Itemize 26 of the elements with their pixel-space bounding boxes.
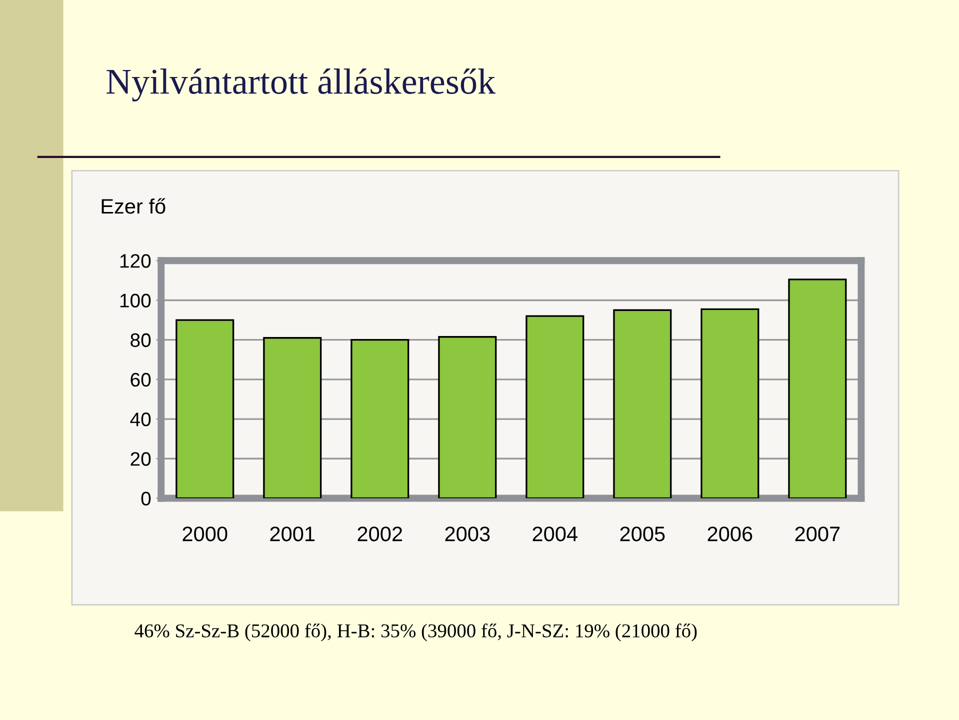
x-tick-label: 2007 [795,526,840,542]
x-tick-label: 2006 [708,526,752,542]
bar [176,319,234,498]
bar [700,308,760,498]
chart-title: Nyilvántartott álláskeresők [106,68,496,102]
bar [613,309,672,498]
y-tick-label: 80 [130,333,151,348]
y-axis-title: Ezer fő [102,198,166,214]
y-tick-label: 100 [120,294,151,308]
bar [526,315,584,498]
x-tick-label: 2005 [620,526,665,542]
x-tick-label: 2000 [182,526,228,542]
x-tick-label: 2003 [445,526,490,542]
x-tick-label: 2004 [532,526,578,542]
y-tick-label: 0 [141,492,151,506]
y-tick-label: 20 [130,452,151,466]
x-tick-label: 2001 [270,526,315,542]
x-tick-label: 2002 [358,526,402,542]
y-tick-label: 120 [120,254,151,268]
bar [350,339,410,498]
bar [438,336,497,498]
bar [788,278,847,498]
y-tick-label: 40 [130,412,151,426]
bar [263,337,322,498]
text: 46% Sz-Sz-B (52000 fő), H-B: 35% (39000 fő, J-N-SZ: 19% (21000 fő) [134,624,697,642]
y-tick-label: 60 [130,372,151,387]
